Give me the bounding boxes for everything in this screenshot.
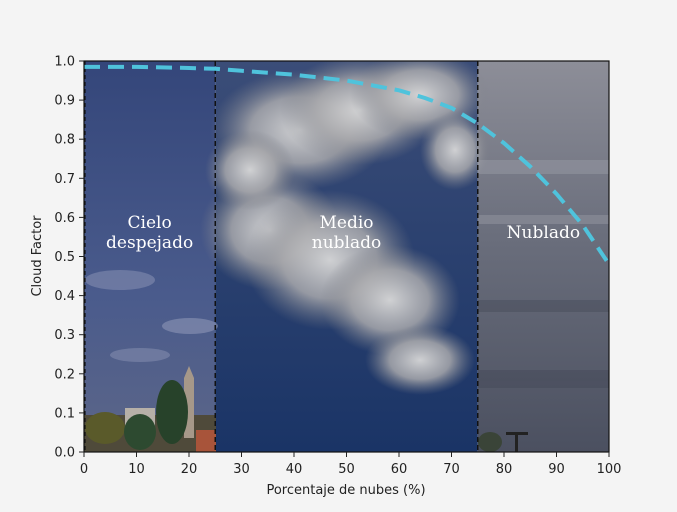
x-tick-label: 30: [233, 462, 250, 477]
x-tick-label: 80: [496, 462, 513, 477]
x-tick-label: 100: [597, 462, 622, 477]
overcast-streaks: [478, 160, 609, 388]
series-layer: [84, 64, 611, 266]
x-axis-label: Porcentaje de nubes (%): [266, 483, 425, 498]
x-tick-label: 50: [338, 462, 355, 477]
y-tick-label: 0.5: [54, 250, 75, 265]
region-label-line: Cielo: [128, 213, 172, 233]
y-tick-label: 0.3: [54, 328, 75, 343]
x-axis-ticks: 0 10 20 30 40 50 60 70 80 90 100: [80, 452, 622, 477]
x-tick-label: 10: [128, 462, 145, 477]
region-label-line: Medio: [319, 213, 373, 233]
plot-background: [84, 61, 609, 452]
y-tick-label: 0.2: [54, 367, 75, 382]
y-tick-label: 1.0: [54, 55, 75, 70]
region-overcast-photo: [477, 61, 609, 452]
region-label: Nublado: [507, 223, 580, 243]
x-tick-label: 90: [548, 462, 565, 477]
y-tick-label: 0.1: [54, 406, 75, 421]
x-tick-label: 60: [391, 462, 408, 477]
y-tick-label: 0.0: [54, 446, 75, 461]
region-label-line: despejado: [106, 233, 193, 253]
x-tick-label: 70: [443, 462, 460, 477]
y-axis-label: Cloud Factor: [30, 215, 45, 297]
region-label-line: Nublado: [507, 223, 580, 243]
y-tick-label: 0.8: [54, 133, 75, 148]
region-labels: Cielo despejado Medio nublado Nublado: [106, 213, 580, 253]
region-label: Cielo despejado: [106, 213, 193, 253]
region-label-line: nublado: [312, 233, 381, 253]
region-label: Medio nublado: [312, 213, 381, 253]
x-tick-label: 0: [80, 462, 88, 477]
y-tick-label: 0.9: [54, 94, 75, 109]
y-tick-label: 0.6: [54, 211, 75, 226]
y-tick-label: 0.7: [54, 172, 75, 187]
lamp-post: [478, 432, 528, 452]
cloud-texture: [200, 61, 490, 395]
region-clear-sky-photo: [84, 61, 216, 452]
x-tick-label: 20: [181, 462, 198, 477]
y-axis-ticks: 0.0 0.1 0.2 0.3 0.4 0.5 0.6 0.7 0.8 0.9 1.0: [54, 55, 84, 461]
cloud-factor-line: [84, 64, 611, 266]
region-dividers: [84, 61, 479, 452]
town-silhouette: [84, 366, 216, 452]
y-tick-label: 0.4: [54, 289, 75, 304]
clear-sky-clouds: [85, 270, 218, 362]
x-tick-label: 40: [286, 462, 303, 477]
